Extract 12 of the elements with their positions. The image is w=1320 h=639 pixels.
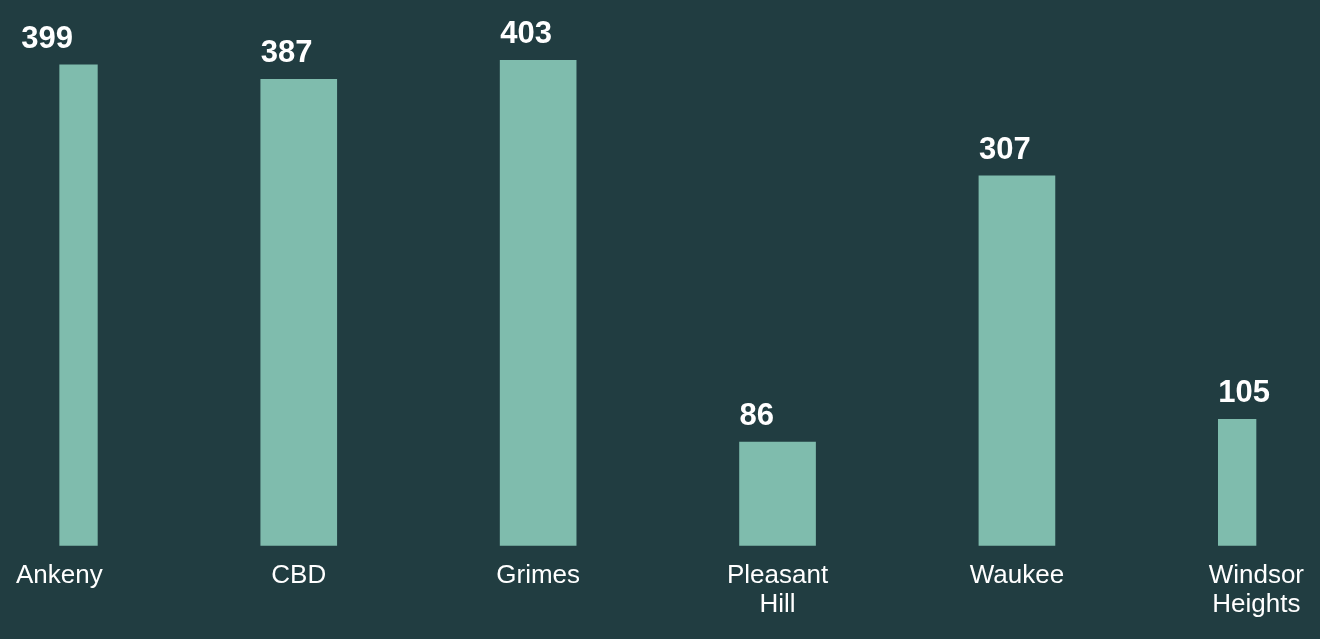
x-tick-label: Pleasant Hill: [726, 559, 829, 618]
data-label: 105: [1218, 374, 1271, 410]
data-label: 86: [739, 397, 775, 433]
x-tick-label: Ankeny: [15, 559, 103, 590]
data-label: 399: [21, 19, 74, 55]
data-label: 387: [260, 34, 313, 70]
x-tick-label: CBD: [271, 559, 327, 590]
data-label: 403: [500, 15, 552, 51]
x-tick-label: Windsor Heights: [1208, 559, 1305, 618]
data-label: 307: [978, 130, 1031, 166]
x-tick-label: Grimes: [496, 559, 581, 590]
x-tick-label: Waukee: [969, 559, 1065, 590]
